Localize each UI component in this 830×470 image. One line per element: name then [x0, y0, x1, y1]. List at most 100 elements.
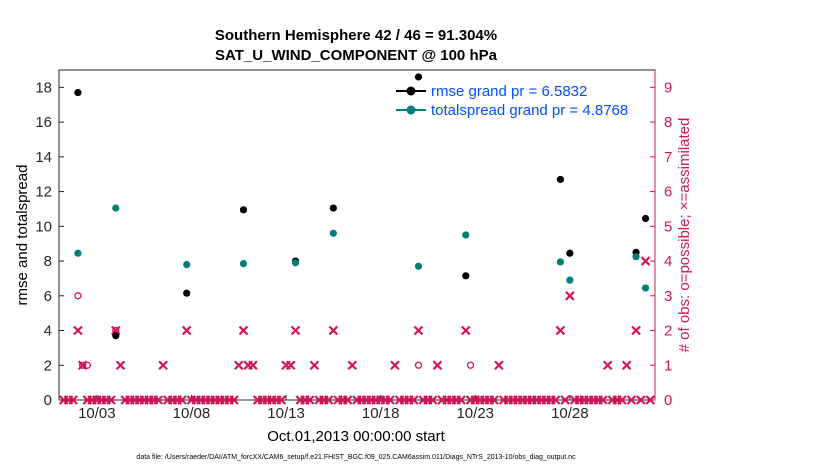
- obs-assimilated-marker: [598, 395, 608, 405]
- rmse-point: [74, 88, 82, 97]
- obs-assimilated-marker: [385, 395, 395, 405]
- y-right-tick-label: 8: [664, 114, 672, 131]
- rmse-point: [329, 204, 337, 212]
- obs-assimilated-marker: [461, 325, 471, 336]
- obs-assimilated-marker: [432, 360, 443, 371]
- spread-point: [329, 229, 337, 237]
- data-file-footnote: data file: /Users/raeder/DAI/ATM_forcXX/…: [136, 454, 576, 461]
- obs-assimilated-marker: [177, 395, 187, 405]
- y-left-tick-label: 14: [35, 149, 52, 166]
- obs-assimilated-marker: [304, 395, 315, 405]
- y-left-tick-label: 8: [44, 253, 52, 270]
- obs-assimilated-marker: [286, 360, 296, 371]
- obs-assimilated-marker: [621, 360, 632, 371]
- obs-assimilated-marker: [413, 325, 424, 336]
- spread-point: [74, 249, 82, 257]
- rmse-point: [641, 214, 650, 223]
- obs-assimilated-marker: [456, 395, 466, 405]
- obs-assimilated-marker: [238, 325, 249, 336]
- y-axis-left-label: rmse and totalspread: [14, 165, 31, 306]
- obs-assimilated-marker: [555, 325, 566, 336]
- obs-assimilated-marker: [494, 360, 504, 371]
- y-right-tick-label: 2: [664, 323, 672, 340]
- spread-point: [632, 253, 640, 261]
- obs-assimilated-marker: [181, 325, 192, 336]
- y-left-tick-label: 10: [35, 218, 52, 235]
- obs-assimilated-marker: [106, 395, 116, 405]
- plot-area: [58, 69, 656, 401]
- x-tick-label: 10/03: [78, 405, 116, 422]
- spread-point: [462, 231, 470, 239]
- obs-assimilated-marker: [347, 360, 358, 371]
- x-tick-label: 10/13: [267, 405, 305, 422]
- obs-assimilated-marker: [73, 325, 83, 336]
- x-axis-label: Oct.01,2013 00:00:00 start: [267, 428, 445, 445]
- spread-point: [556, 258, 564, 266]
- x-tick-label: 10/08: [173, 405, 211, 422]
- y-right-tick-label: 5: [664, 218, 672, 235]
- legend-spread-marker: [406, 105, 416, 115]
- obs-assimilated-marker: [550, 395, 561, 405]
- obs-assimilated-marker: [276, 395, 287, 405]
- y-right-tick-label: 4: [664, 253, 672, 270]
- obs-assimilated-marker: [309, 360, 320, 371]
- obs-assimilated-marker: [565, 291, 575, 301]
- rmse-point: [556, 175, 564, 184]
- obs-possible-marker: [466, 361, 475, 369]
- obs-assimilated-marker: [342, 395, 353, 405]
- obs-assimilated-marker: [229, 395, 239, 405]
- obs-assimilated-marker: [617, 395, 627, 405]
- y-left-tick-label: 6: [44, 288, 52, 305]
- obs-assimilated-marker: [290, 325, 301, 336]
- y-right-tick-label: 6: [664, 184, 672, 201]
- x-tick-label: 10/28: [551, 405, 589, 422]
- rmse-point: [566, 249, 574, 257]
- obs-assimilated-marker: [645, 395, 656, 405]
- rmse-point: [112, 332, 120, 340]
- y-left-tick-label: 0: [44, 392, 52, 409]
- y-right-tick-label: 9: [664, 79, 672, 96]
- obs-assimilated-marker: [489, 395, 499, 405]
- obs-possible-marker: [74, 292, 82, 300]
- y-right-tick-label: 7: [664, 149, 672, 166]
- obs-assimilated-marker: [110, 325, 121, 336]
- legend-rmse-label: rmse grand pr = 6.5832: [431, 83, 587, 100]
- obs-assimilated-marker: [626, 395, 637, 405]
- y-left-tick-label: 18: [35, 79, 52, 96]
- x-tick-label: 10/23: [456, 405, 494, 422]
- rmse-point: [462, 272, 470, 280]
- obs-assimilated-marker: [153, 395, 164, 405]
- obs-assimilated-marker: [68, 395, 78, 405]
- legend: rmse grand pr = 6.5832 totalspread grand…: [396, 83, 628, 119]
- y-left-tick-label: 4: [44, 323, 52, 340]
- obs-assimilated-marker: [640, 256, 651, 266]
- legend-rmse-marker: [406, 86, 416, 96]
- spread-point: [641, 284, 650, 292]
- spread-point: [291, 259, 300, 267]
- obs-assimilated-marker: [328, 325, 339, 336]
- obs-assimilated-marker: [158, 360, 168, 371]
- y-left-tick-label: 12: [35, 184, 52, 201]
- chart-subtitle: SAT_U_WIND_COMPONENT @ 100 hPa: [215, 47, 498, 64]
- rmse-point: [183, 289, 191, 297]
- obs-assimilated-marker: [248, 360, 258, 371]
- spread-point: [414, 262, 423, 270]
- spread-point: [112, 204, 120, 212]
- obs-possible-marker: [414, 361, 423, 369]
- spread-point: [183, 260, 191, 269]
- y-right-tick-label: 0: [664, 392, 672, 409]
- legend-spread-label: totalspread grand pr = 4.8768: [431, 102, 628, 119]
- y-left-tick-label: 2: [44, 357, 52, 374]
- obs-assimilated-marker: [427, 395, 438, 405]
- obs-assimilated-marker: [233, 360, 244, 371]
- obs-assimilated-marker: [631, 325, 641, 336]
- obs-assimilated-marker: [390, 360, 400, 371]
- obs-assimilated-marker: [408, 395, 419, 405]
- obs-assimilated-marker: [636, 395, 646, 405]
- obs-assimilated-marker: [323, 395, 334, 405]
- obs-assimilated-marker: [115, 360, 126, 371]
- x-tick-label: 10/18: [362, 405, 400, 422]
- obs-assimilated-marker: [602, 360, 613, 371]
- y-right-tick-label: 3: [664, 288, 672, 305]
